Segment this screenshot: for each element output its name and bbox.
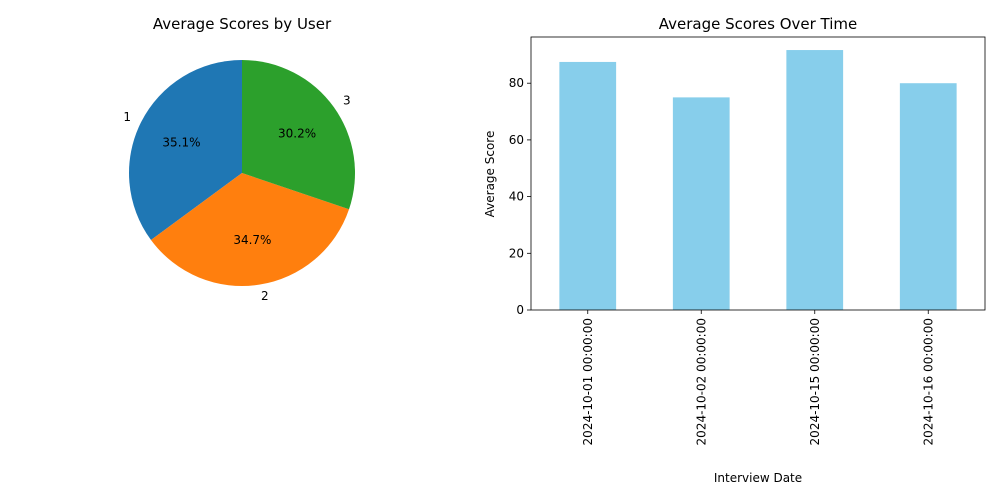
bar-title: Average Scores Over Time [659,15,858,33]
y-tick-label: 60 [509,133,524,147]
pie-percent-2: 34.7% [233,233,271,247]
pie-label-2: 2 [261,289,269,303]
pie-percent-3: 30.2% [278,126,316,140]
y-tick-label: 0 [516,303,524,317]
x-tick-label: 2024-10-16 00:00:00 [921,318,935,445]
pie-percent-1: 35.1% [162,135,200,149]
bar-3 [786,50,844,310]
x-tick-label: 2024-10-15 00:00:00 [808,318,822,445]
bar-2 [672,97,730,310]
pie-slice-3 [242,60,355,210]
y-tick-label: 40 [509,190,524,204]
bar-chart: Average Scores Over Time 0 20 40 60 80 2024-… [483,15,986,485]
pie-label-1: 1 [123,110,131,124]
y-axis-label: Average Score [483,131,497,218]
x-tick-label: 2024-10-01 00:00:00 [581,318,595,445]
plot-frame [530,36,986,311]
bar-4 [899,83,957,310]
y-axis: 0 20 40 60 80 [509,76,531,317]
y-tick-label: 80 [509,76,524,90]
pie-slices: 1 35.1% 2 34.7% 3 30.2% [123,60,355,303]
pie-slice-2 [151,173,350,286]
x-axis-label: Interview Date [714,471,802,485]
pie-slice-1 [129,60,242,240]
bar-1 [559,61,617,311]
x-axis: 2024-10-01 00:00:00 2024-10-02 00:00:00 20… [581,310,935,445]
pie-chart: Average Scores by User 1 35.1% 2 34.7% 3 30.2… [123,15,355,303]
bars [559,50,957,311]
y-tick-label: 20 [509,246,524,260]
x-tick-label: 2024-10-02 00:00:00 [694,318,708,445]
pie-title: Average Scores by User [153,15,332,33]
pie-label-3: 3 [343,94,351,108]
